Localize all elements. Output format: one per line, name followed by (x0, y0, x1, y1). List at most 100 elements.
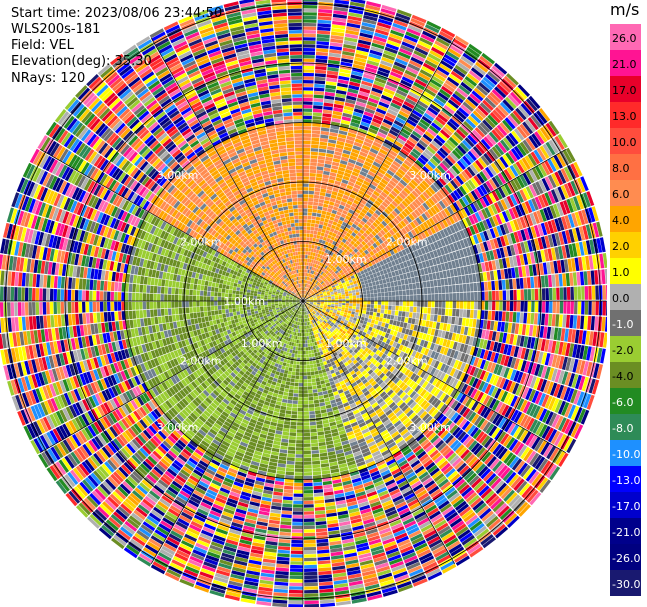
ppi-gate (316, 34, 330, 39)
ppi-gate (571, 258, 576, 272)
ppi-gate (321, 123, 331, 129)
ppi-gate (343, 258, 348, 263)
ppi-gate (389, 33, 403, 41)
ppi-gate (556, 384, 565, 399)
ppi-gate (519, 312, 524, 324)
ppi-gate (405, 156, 415, 165)
ppi-gate (313, 297, 317, 299)
ppi-gate (396, 9, 412, 18)
ppi-gate (427, 208, 435, 217)
ppi-gate (565, 342, 571, 357)
ppi-gate (435, 337, 441, 345)
ppi-gate (505, 333, 511, 344)
ppi-gate (556, 287, 560, 300)
ppi-gate (367, 56, 381, 63)
ppi-gate (313, 198, 319, 203)
ppi-gate (522, 121, 534, 135)
ppi-gate (313, 194, 320, 199)
ppi-gate (312, 116, 322, 120)
ppi-gate (516, 218, 524, 230)
ppi-gate (324, 160, 332, 165)
ppi-gate (306, 230, 311, 234)
ppi-gate (325, 215, 331, 220)
ppi-gate (427, 327, 432, 335)
ppi-gate (303, 212, 308, 216)
ppi-gate (495, 214, 503, 225)
ppi-gate (317, 162, 325, 167)
ppi-gate (384, 185, 393, 193)
ppi-gate (333, 288, 337, 291)
ppi-gate (315, 216, 321, 221)
ppi-gate (339, 269, 343, 274)
ppi-gate (339, 241, 345, 246)
ppi-gate (327, 234, 332, 239)
ppi-gate (513, 178, 522, 190)
ppi-gate (303, 254, 306, 259)
ppi-gate (306, 226, 311, 230)
ppi-gate (325, 88, 336, 93)
ppi-gate (414, 78, 427, 88)
ppi-gate (359, 278, 364, 282)
ppi-gate (547, 367, 555, 381)
ppi-gate (421, 320, 427, 327)
ppi-gate (409, 221, 417, 229)
ppi-gate (316, 384, 322, 389)
ppi-gate (460, 266, 465, 276)
ppi-gate (441, 107, 453, 118)
ppi-gate (336, 312, 340, 315)
ppi-gate (509, 112, 522, 125)
ppi-gate (473, 310, 478, 319)
ppi-gate (549, 261, 555, 274)
ppi-gate (503, 246, 509, 258)
ppi-gate (439, 220, 446, 230)
ppi-gate (557, 186, 566, 201)
ppi-gate (330, 294, 335, 297)
ppi-gate (352, 301, 357, 304)
ppi-gate (422, 202, 430, 211)
ppi-gate (324, 304, 328, 306)
ppi-gate (370, 277, 375, 283)
ppi-gate (330, 308, 334, 311)
ppi-gate (429, 342, 436, 351)
ppi-gate (372, 161, 381, 168)
ppi-gate (354, 196, 362, 202)
ppi-gate (366, 293, 371, 298)
ppi-gate (303, 97, 313, 102)
ppi-gate (466, 283, 471, 292)
ppi-gate (588, 301, 592, 315)
ppi-gate (469, 93, 482, 104)
ppi-gate (438, 293, 442, 301)
ppi-gate (416, 225, 423, 233)
ppi-gate (336, 272, 341, 276)
ppi-gate (369, 224, 376, 230)
ppi-gate (430, 234, 437, 243)
ppi-gate (344, 307, 349, 311)
ppi-gate (517, 347, 523, 359)
ppi-gate (317, 261, 321, 266)
ppi-gate (317, 159, 325, 164)
ppi-gate (536, 378, 544, 391)
ppi-gate (530, 151, 541, 165)
ppi-gate (388, 296, 392, 301)
ppi-gate (544, 235, 551, 248)
ppi-gate (446, 348, 453, 357)
ppi-gate (312, 464, 321, 469)
ppi-gate (490, 203, 498, 215)
ppi-gate (336, 211, 342, 216)
ppi-gate (411, 200, 419, 209)
ppi-gate (303, 51, 315, 55)
ppi-gate (445, 293, 449, 301)
ppi-gate (393, 95, 405, 104)
ppi-gate (463, 238, 469, 248)
ppi-gate (501, 311, 506, 322)
ppi-gate (309, 180, 316, 184)
ppi-gate (459, 230, 466, 239)
ppi-gate (401, 284, 406, 291)
ppi-gate (406, 195, 414, 203)
ppi-gate (574, 301, 578, 315)
ppi-gate (322, 283, 326, 287)
ppi-gate (455, 109, 467, 120)
ppi-gate (310, 346, 314, 350)
ppi-gate (372, 221, 379, 228)
ppi-gate (534, 131, 545, 145)
